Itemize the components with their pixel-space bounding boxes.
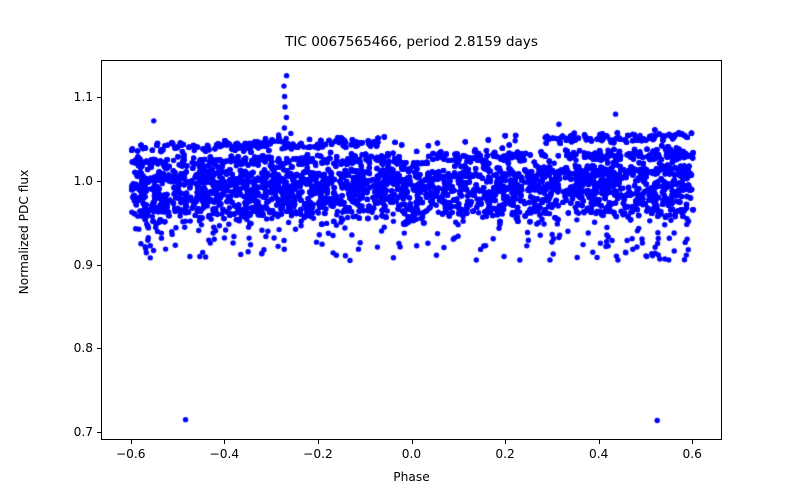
y-tick-label: 0.8 bbox=[73, 341, 93, 356]
x-tick-label: 0.2 bbox=[495, 447, 515, 461]
scatter-plot-canvas bbox=[102, 61, 721, 439]
x-tick-mark bbox=[505, 440, 507, 444]
y-tick-label: 1.1 bbox=[73, 90, 93, 105]
x-tick-label: −0.2 bbox=[303, 447, 333, 461]
plot-axes-frame bbox=[101, 60, 722, 440]
y-axis-tick-labels: 0.7 0.8 0.9 1.0 1.1 bbox=[45, 60, 93, 440]
x-tick-mark bbox=[411, 440, 413, 444]
x-tick-label: 0.0 bbox=[401, 447, 422, 461]
y-tick-mark bbox=[97, 264, 101, 266]
y-tick-mark bbox=[97, 348, 101, 350]
x-tick-label: −0.6 bbox=[115, 447, 146, 461]
y-tick-mark bbox=[97, 180, 101, 183]
x-tick-label: −0.4 bbox=[209, 447, 240, 461]
x-tick-mark bbox=[692, 440, 694, 444]
y-tick-label: 0.9 bbox=[73, 257, 93, 272]
x-axis-label: Phase bbox=[393, 470, 430, 484]
x-tick-label: 0.4 bbox=[588, 447, 609, 461]
chart-title: TIC 0067565466, period 2.8159 days bbox=[285, 34, 538, 50]
x-tick-mark bbox=[130, 440, 132, 444]
x-tick-mark bbox=[224, 440, 226, 444]
y-tick-mark bbox=[97, 432, 101, 434]
y-tick-label: 0.7 bbox=[73, 425, 93, 440]
x-tick-mark bbox=[598, 440, 600, 444]
x-axis-tick-labels: −0.6 −0.4 −0.2 0.0 0.2 0.4 0.6 bbox=[0, 447, 800, 465]
y-tick-label: 1.0 bbox=[73, 173, 93, 188]
y-axis-label: Normalized PDC flux bbox=[17, 169, 31, 295]
y-tick-mark bbox=[97, 97, 101, 99]
x-tick-label: 0.6 bbox=[682, 447, 702, 461]
x-tick-mark bbox=[317, 440, 319, 444]
